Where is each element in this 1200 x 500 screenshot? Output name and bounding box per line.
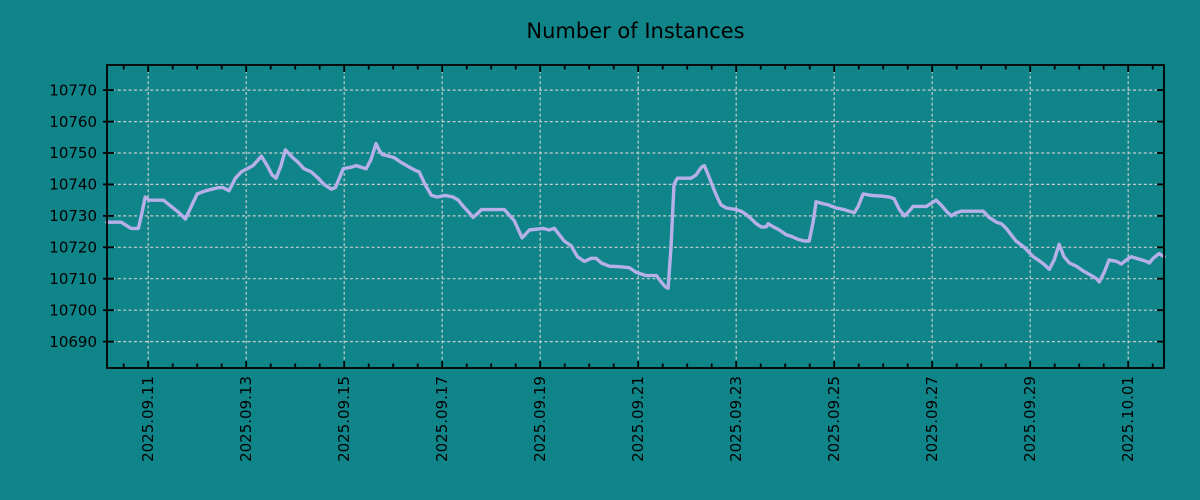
chart-title: Number of Instances <box>526 19 744 43</box>
x-tick-label: 2025.09.23 <box>727 376 745 462</box>
y-tick-label: 10700 <box>49 301 97 319</box>
y-tick-label: 10690 <box>49 333 97 351</box>
x-tick-label: 2025.09.25 <box>825 376 843 462</box>
y-tick-label: 10760 <box>49 113 97 131</box>
gridlines <box>107 65 1164 368</box>
y-tick-label: 10740 <box>49 176 97 194</box>
x-tick-label: 2025.09.15 <box>335 376 353 462</box>
x-tick-label: 2025.09.27 <box>923 376 941 462</box>
x-tick-label: 2025.09.13 <box>237 376 255 462</box>
x-axis-tick-labels: 2025.09.11 2025.09.13 2025.09.15 2025.09.17… <box>139 376 1137 462</box>
plot-border <box>106 64 1165 369</box>
x-tick-label: 2025.10.01 <box>1119 376 1137 462</box>
x-tick-label: 2025.09.17 <box>433 376 451 462</box>
y-tick-label: 10720 <box>49 239 97 257</box>
x-tick-label: 2025.09.29 <box>1021 376 1039 462</box>
y-tick-label: 10730 <box>49 207 97 225</box>
y-tick-label: 10750 <box>49 144 97 162</box>
x-tick-label: 2025.09.21 <box>629 376 647 462</box>
x-tick-label: 2025.09.19 <box>531 376 549 462</box>
y-tick-label: 10710 <box>49 270 97 288</box>
y-tick-label: 10770 <box>49 81 97 99</box>
data-series-line <box>105 141 1166 290</box>
x-tick-label: 2025.09.11 <box>139 376 157 462</box>
y-axis-tick-labels: 10690 10700 10710 10720 10730 10740 10750 10760… <box>49 81 97 351</box>
